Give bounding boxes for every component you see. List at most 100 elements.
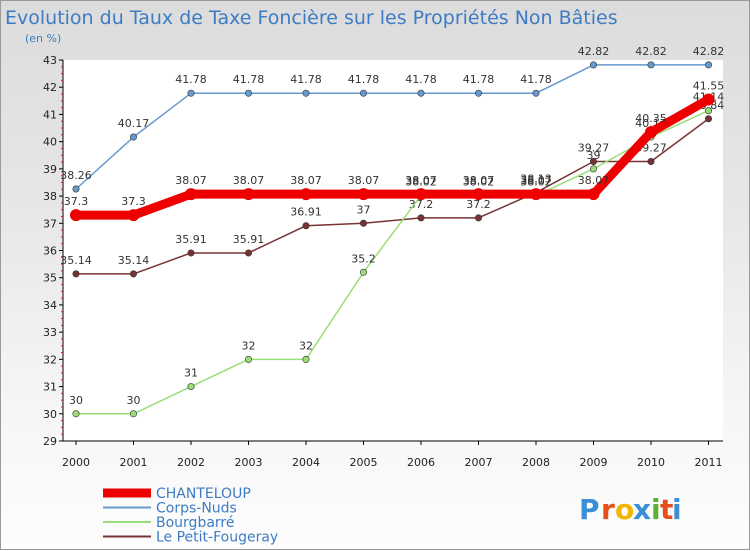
- x-tick-label: 2005: [350, 456, 378, 469]
- plot-area: [63, 60, 723, 441]
- y-tick-label: 35: [43, 272, 57, 285]
- data-label: 41.78: [175, 73, 207, 86]
- data-point: [704, 115, 712, 123]
- data-label: 41.78: [520, 73, 552, 86]
- data-point: [72, 185, 80, 193]
- legend-label: CHANTELOUP: [156, 486, 251, 502]
- data-label: 32: [242, 339, 256, 352]
- series-line-le-petit-fougeray: [75, 118, 710, 275]
- data-point: [302, 355, 310, 363]
- data-label: 30: [127, 394, 141, 407]
- data-point: [532, 89, 540, 97]
- data-point: [647, 158, 655, 166]
- data-point: [589, 158, 597, 166]
- series-line-bourgbarr-: [75, 109, 710, 415]
- logo-letter: i: [672, 493, 682, 526]
- logo-letter: o: [615, 493, 634, 526]
- legend-label: Bourgbarré: [156, 515, 234, 531]
- data-label: 35.14: [60, 254, 92, 267]
- axes: 29 30 31 32 33 34 35 36 37 38 39 40 41 42 43 2000 2001 20…: [43, 54, 723, 469]
- data-point: [70, 209, 82, 222]
- data-point: [474, 89, 482, 97]
- x-tick-label: 2010: [637, 456, 665, 469]
- data-point: [645, 126, 657, 139]
- chart-title: Evolution du Taux de Taxe Foncière sur l…: [5, 7, 618, 29]
- data-label: 41.78: [233, 73, 265, 86]
- y-tick-label: 30: [43, 408, 57, 421]
- data-label: 30: [69, 394, 83, 407]
- series-line-corps-nuds: [75, 64, 710, 190]
- data-label: 42.82: [635, 45, 667, 58]
- x-tick-label: 2002: [177, 456, 205, 469]
- data-point: [589, 165, 597, 173]
- y-tick-label: 43: [43, 54, 57, 67]
- data-label: 41.78: [405, 73, 437, 86]
- chart-subtitle: (en %): [25, 32, 61, 45]
- data-point: [242, 188, 255, 201]
- y-tick-label: 32: [43, 353, 57, 366]
- data-label: 35.2: [351, 252, 376, 265]
- data-label: 40.35: [635, 112, 667, 125]
- data-label: 32: [299, 339, 313, 352]
- x-tick-label: 2011: [695, 456, 723, 469]
- data-point: [359, 89, 367, 97]
- data-point: [130, 270, 138, 278]
- data-label: 38.07: [290, 174, 322, 187]
- data-point: [187, 249, 195, 257]
- data-point: [587, 188, 600, 201]
- y-tick-label: 31: [43, 381, 57, 394]
- y-tick-label: 42: [43, 81, 57, 94]
- data-label: 36.91: [290, 206, 322, 219]
- legend-label: Corps-Nuds: [156, 501, 237, 517]
- data-point: [357, 188, 370, 201]
- data-point: [302, 222, 310, 230]
- data-point: [130, 410, 138, 418]
- data-label: 41.78: [463, 73, 495, 86]
- data-label: 31: [184, 367, 198, 380]
- data-label: 37.3: [64, 195, 89, 208]
- x-tick-label: 2006: [407, 456, 435, 469]
- data-label: 37.2: [409, 198, 434, 211]
- data-label: 35.91: [233, 233, 265, 246]
- data-label: 37.3: [121, 195, 146, 208]
- data-point: [127, 209, 140, 222]
- x-tick-label: 2001: [120, 456, 148, 469]
- data-label: 37: [357, 203, 371, 216]
- data-label: 37.2: [466, 198, 491, 211]
- data-point: [72, 410, 80, 418]
- data-point: [417, 214, 425, 222]
- data-label: 38.07: [463, 174, 495, 187]
- data-label: 42.82: [578, 45, 610, 58]
- logo-letter: i: [651, 493, 661, 526]
- x-tick-label: 2004: [292, 456, 320, 469]
- data-point: [245, 89, 253, 97]
- data-label: 38.26: [60, 169, 92, 182]
- y-tick-label: 37: [43, 217, 57, 230]
- y-tick-label: 33: [43, 326, 57, 339]
- legend-label: Le Petit-Fougeray: [156, 530, 278, 546]
- logo-letter: r: [601, 493, 615, 526]
- data-point: [472, 188, 485, 201]
- y-tick-label: 34: [43, 299, 57, 312]
- data-label: 40.17: [118, 117, 150, 130]
- data-point: [530, 188, 542, 201]
- data-point: [359, 219, 367, 227]
- x-tick-label: 2003: [235, 456, 263, 469]
- data-point: [130, 133, 138, 141]
- data-label: 35.91: [175, 233, 207, 246]
- data-label: 38.07: [520, 174, 552, 187]
- data-label: 38.02: [405, 176, 437, 189]
- data-point: [415, 188, 427, 201]
- data-label: 41.55: [693, 79, 725, 92]
- data-point: [185, 188, 197, 201]
- series-layer: 38.26 40.17 41.78 41.78 41.78 41.78 41.78 41.78…: [60, 45, 725, 418]
- x-tick-label: 2007: [465, 456, 493, 469]
- data-label: 38.07: [348, 174, 380, 187]
- data-label: 39: [587, 149, 601, 162]
- y-tick-label: 39: [43, 163, 57, 176]
- data-point: [702, 93, 715, 106]
- data-point: [302, 89, 310, 97]
